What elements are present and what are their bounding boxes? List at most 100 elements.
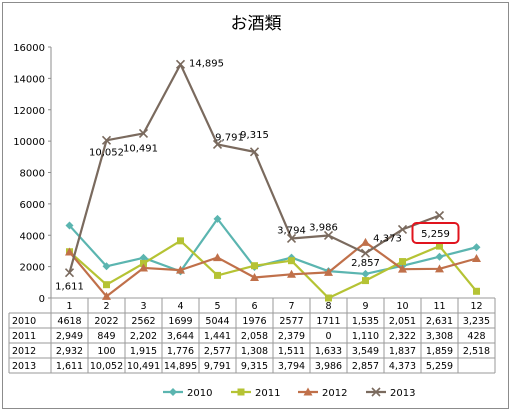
legend: 2010 2011 2012 2013	[163, 387, 415, 399]
data-point	[249, 147, 260, 157]
data-point	[251, 262, 258, 270]
data-label: 10,491	[123, 143, 158, 154]
data-point	[371, 387, 381, 397]
data-point	[237, 388, 245, 396]
table-cell: 1699	[168, 316, 192, 327]
table-cell: 1,611	[56, 361, 83, 372]
table-cell: 2,631	[426, 316, 453, 327]
data-point	[169, 388, 177, 396]
y-tick-label: 4000	[20, 231, 45, 242]
table-cell: 849	[97, 331, 115, 342]
data-point	[250, 272, 259, 281]
table-cell: 2,322	[389, 331, 416, 342]
table-cell: 1,776	[167, 346, 194, 357]
table-cell: 1976	[242, 316, 266, 327]
data-point	[139, 263, 148, 272]
x-tick-label: 6	[251, 301, 257, 312]
legend-label: 2010	[187, 388, 212, 399]
series-line	[68, 241, 477, 298]
table-cell: 3,235	[463, 316, 490, 327]
data-point	[303, 387, 313, 396]
table-cell: 2022	[94, 316, 118, 327]
data-point	[139, 253, 148, 262]
data-point	[473, 287, 480, 295]
x-tick-label: 7	[288, 301, 294, 312]
x-tick-label: 11	[433, 301, 445, 312]
table-row-label: 2011	[12, 331, 36, 342]
data-point	[399, 258, 406, 266]
data-point	[101, 135, 112, 145]
y-tick-label: 10000	[13, 137, 45, 148]
data-point	[64, 268, 75, 278]
x-tick-label: 10	[396, 301, 408, 312]
data-label: 4,373	[373, 233, 402, 244]
data-point	[397, 224, 408, 234]
table-cell: 2,051	[389, 316, 416, 327]
table-row-label: 2010	[12, 316, 36, 327]
data-point	[212, 139, 223, 149]
data-point	[436, 242, 443, 250]
series-line	[68, 239, 478, 300]
table-cell: 2562	[131, 316, 155, 327]
data-point	[472, 253, 481, 262]
table-cell: 1,915	[130, 346, 157, 357]
data-point	[177, 237, 184, 245]
data-point	[103, 281, 110, 289]
table-cell: 10,052	[90, 361, 123, 372]
table-cell: 5,259	[426, 361, 453, 372]
data-point	[361, 269, 370, 278]
data-point	[362, 277, 369, 285]
y-tick-label: 6000	[20, 200, 45, 211]
chart-frame: お酒類 0 2000 4000 6000 8000 10000 12000 14000 16000…	[2, 2, 509, 409]
table-cell: 1,308	[241, 346, 268, 357]
data-point	[361, 237, 370, 246]
table-cell: 9,315	[241, 361, 268, 372]
legend-label: 2013	[390, 388, 415, 399]
table-cell: 14,895	[164, 361, 197, 372]
data-point	[360, 248, 371, 258]
data-point	[175, 59, 186, 69]
table-cell: 3,794	[278, 361, 305, 372]
data-label: 2,857	[351, 258, 380, 269]
table-cell: 3,986	[315, 361, 342, 372]
legend-label: 2011	[255, 388, 280, 399]
data-point	[213, 253, 222, 262]
y-tick-label: 8000	[20, 169, 45, 180]
data-label: 5,259	[421, 229, 450, 240]
data-point	[214, 271, 221, 279]
y-tick-label: 14000	[13, 74, 45, 85]
table-cell: 3,644	[167, 331, 194, 342]
y-tick-label: 0	[39, 294, 45, 305]
table-cell: 2,202	[130, 331, 157, 342]
highlight-box	[411, 222, 460, 244]
table-cell: 1,633	[315, 346, 342, 357]
table-cell: 4618	[57, 316, 81, 327]
data-label: 1,611	[55, 282, 84, 293]
table-cell: 10,491	[127, 361, 160, 372]
y-tick-label: 16000	[13, 43, 45, 54]
data-point	[398, 264, 407, 273]
table-cell: 2,577	[204, 346, 231, 357]
data-label: 9,315	[240, 130, 269, 141]
data-label: 14,895	[189, 58, 224, 69]
table-cell: 2,857	[352, 361, 379, 372]
y-tick-label: 12000	[13, 106, 45, 117]
table-cell: 2,518	[463, 346, 490, 357]
table-cell: 2,932	[56, 346, 83, 357]
table-cell: 100	[97, 346, 115, 357]
x-tick-label: 4	[177, 301, 183, 312]
table-cell: 2,379	[278, 331, 305, 342]
data-point	[65, 221, 74, 230]
data-label: 3,986	[309, 222, 338, 233]
table-cell: 1,511	[278, 346, 305, 357]
series-2011	[66, 237, 480, 302]
x-tick-label: 9	[362, 301, 368, 312]
table-cell: 2,058	[241, 331, 268, 342]
data-point	[434, 210, 445, 221]
table-cell: 3,308	[426, 331, 453, 342]
data-point	[435, 252, 444, 261]
table-cell: 1,441	[204, 331, 231, 342]
table-cell: 1,535	[352, 316, 379, 327]
data-point	[288, 257, 295, 265]
